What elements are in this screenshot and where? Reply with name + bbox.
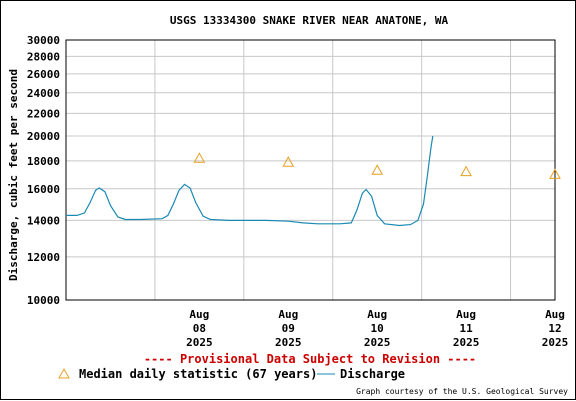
plot-border <box>65 39 556 301</box>
x-tick-label: 12 <box>548 322 561 335</box>
y-tick-label: 20000 <box>27 130 60 143</box>
y-tick-label: 28000 <box>27 50 60 63</box>
chart-title: USGS 13334300 SNAKE RIVER NEAR ANATONE, … <box>170 14 449 27</box>
median-marker <box>460 165 472 177</box>
y-tick-label: 30000 <box>27 34 60 47</box>
x-tick-label: 09 <box>282 322 295 335</box>
x-tick-label: Aug <box>278 308 298 321</box>
y-axis-label: Discharge, cubic feet per second <box>7 69 20 281</box>
legend-discharge-label: Discharge <box>340 367 405 381</box>
x-tick-label: Aug <box>545 308 565 321</box>
y-tick-label: 12000 <box>27 251 60 264</box>
x-tick-label: 10 <box>371 322 384 335</box>
y-tick-label: 24000 <box>27 87 60 100</box>
median-marker <box>371 164 384 175</box>
x-tick-label: Aug <box>189 308 209 321</box>
x-tick-label: 2025 <box>542 336 569 349</box>
y-tick-label: 26000 <box>27 68 60 81</box>
discharge-line <box>66 135 434 227</box>
x-tick-label: 08 <box>193 322 206 335</box>
x-tick-label: Aug <box>456 308 476 321</box>
legend-triangle-icon <box>58 367 70 379</box>
x-tick-label: 2025 <box>275 336 302 349</box>
x-tick-label: 2025 <box>186 336 213 349</box>
y-axis-ticks: 10000 12000 14000 16000 18000 20000 22000 24000… <box>27 34 60 307</box>
provisional-notice: ---- Provisional Data Subject to Revisio… <box>144 352 476 366</box>
x-axis-ticks: Aug082025Aug092025Aug102025Aug112025Aug1… <box>186 308 568 349</box>
x-tick-label: 2025 <box>453 336 480 349</box>
x-tick-label: 2025 <box>364 336 391 349</box>
y-tick-label: 16000 <box>27 183 60 196</box>
y-tick-label: 22000 <box>27 107 60 120</box>
median-marker <box>193 152 206 163</box>
series-layer <box>66 135 434 227</box>
x-tick-label: 11 <box>459 322 473 335</box>
y-tick-label: 18000 <box>27 155 60 168</box>
x-tick-label: Aug <box>367 308 387 321</box>
median-marker <box>282 156 295 167</box>
y-tick-label: 10000 <box>27 294 60 307</box>
median-marker <box>549 168 561 179</box>
legend: Median daily statistic (67 years) Discha… <box>58 367 405 381</box>
credit-line: Graph courtesy of the U.S. Geological Su… <box>356 387 568 396</box>
legend-median-label: Median daily statistic (67 years) <box>79 367 317 381</box>
median-markers <box>193 152 561 179</box>
y-tick-label: 14000 <box>27 214 60 227</box>
grid <box>66 40 555 300</box>
